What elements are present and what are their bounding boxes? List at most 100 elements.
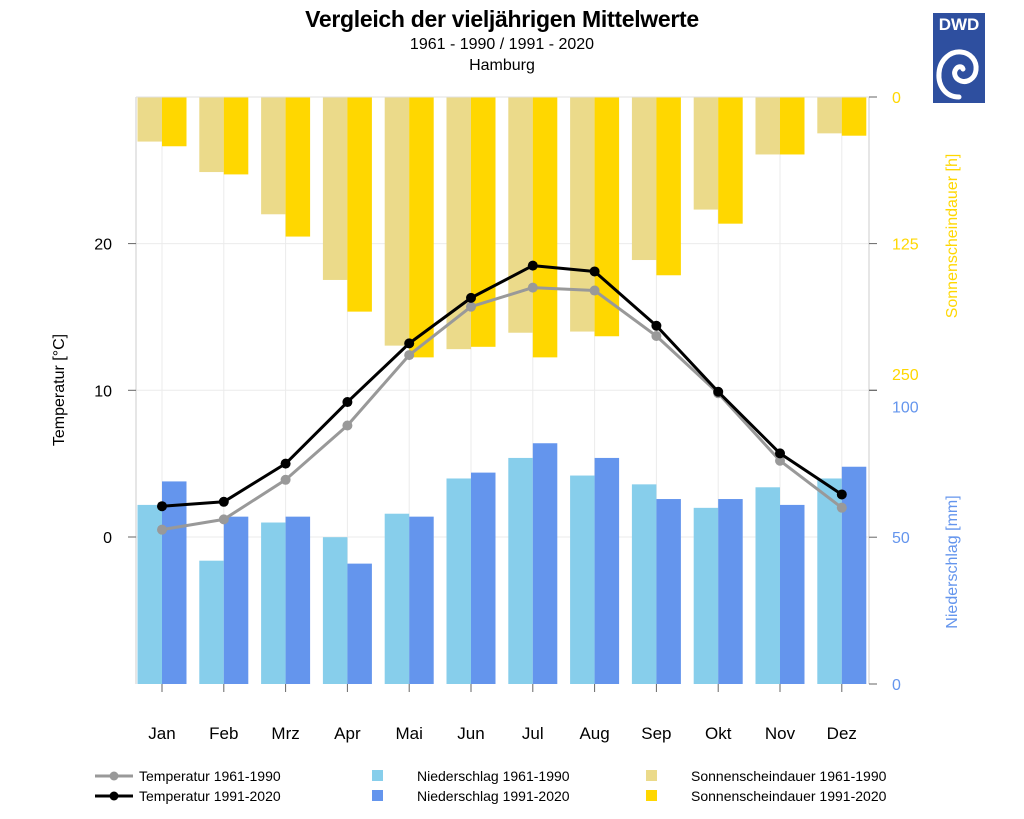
legend-label: Niederschlag 1961-1990	[417, 768, 570, 784]
precipitation-bar-1961-1990	[817, 478, 842, 684]
legend-swatch-icon	[372, 790, 383, 801]
legend-label: Temperatur 1961-1990	[139, 768, 281, 784]
legend-swatch-icon	[372, 770, 383, 781]
precipitation-bar-1991-2020	[656, 499, 681, 684]
sunshine-bar-1961-1990	[693, 97, 719, 210]
precipitation-bar-1991-2020	[718, 499, 743, 684]
precipitation-axis-label: Niederschlag [mm]	[944, 495, 961, 628]
sunshine-bar-1991-2020	[718, 97, 743, 224]
temperature-point-1991-2020	[218, 496, 229, 507]
legend-marker-icon	[109, 791, 119, 801]
precipitation-bar-1991-2020	[780, 504, 805, 684]
sunshine-bar-1961-1990	[631, 97, 657, 261]
x-tick-label: Jul	[522, 724, 544, 743]
temperature-point-1961-1990	[527, 282, 538, 293]
precipitation-bar-1991-2020	[532, 443, 558, 684]
sunshine-bar-1991-2020	[594, 97, 620, 337]
sunshine-bar-1991-2020	[162, 97, 187, 147]
temperature-point-1991-2020	[404, 338, 415, 349]
temperature-line-1961-1990	[161, 286, 843, 532]
sunshine-bar-1991-2020	[223, 97, 249, 175]
precipitation-bar-1961-1990	[199, 560, 224, 684]
temperature-point-1991-2020	[651, 320, 662, 331]
precipitation-bar-1991-2020	[347, 563, 372, 684]
x-tick-label: Jan	[148, 724, 175, 743]
temperature-line-1991-2020	[161, 264, 843, 508]
swirl-icon	[936, 49, 979, 100]
precipitation-bar-1961-1990	[322, 537, 348, 684]
precipitation-bar-1991-2020	[223, 516, 249, 684]
temperature-tick-label: 0	[103, 530, 112, 547]
sunshine-bar-1961-1990	[199, 97, 224, 173]
legend-label: Sonnenscheindauer 1961-1990	[691, 768, 887, 784]
sunshine-tick-label: 125	[892, 237, 919, 254]
dwd-logo: DWD	[933, 13, 985, 103]
x-tick-label: Jun	[457, 724, 484, 743]
temperature-point-1961-1990	[466, 301, 476, 312]
sunshine-bar-1961-1990	[137, 97, 162, 142]
legend-label: Sonnenscheindauer 1991-2020	[691, 788, 887, 804]
legend-swatch-icon	[646, 790, 657, 801]
precipitation-bar-1991-2020	[841, 466, 867, 684]
temperature-point-1991-2020	[589, 266, 600, 277]
temperature-point-1961-1990	[218, 514, 229, 525]
legend-label: Niederschlag 1991-2020	[417, 788, 570, 804]
chart-title: Vergleich der vieljährigen Mittelwerte	[305, 6, 699, 32]
temperature-point-1991-2020	[466, 292, 476, 303]
precipitation-bar-1961-1990	[693, 507, 719, 684]
precipitation-bar-1991-2020	[471, 472, 496, 684]
sunshine-tick-label: 0	[892, 90, 901, 107]
temperature-point-1961-1990	[342, 420, 353, 431]
x-tick-label: Nov	[765, 724, 796, 743]
x-tick-label: Mrz	[271, 724, 299, 743]
x-tick-label: Okt	[705, 724, 732, 743]
chart-location: Hamburg	[469, 57, 535, 74]
precipitation-bar-1961-1990	[755, 487, 780, 684]
sunshine-bar-1961-1990	[322, 97, 348, 280]
temperature-point-1961-1990	[775, 455, 785, 466]
legend-swatch-icon	[646, 770, 657, 781]
sunshine-bar-1961-1990	[508, 97, 533, 333]
temperature-point-1991-2020	[527, 260, 538, 271]
temperature-axis-label: Temperatur [°C]	[51, 334, 68, 446]
sunshine-bar-1961-1990	[384, 97, 410, 346]
precipitation-bar-1991-2020	[409, 516, 434, 684]
precipitation-bar-1961-1990	[631, 484, 657, 684]
sunshine-bar-1991-2020	[347, 97, 372, 312]
sunshine-bar-1961-1990	[261, 97, 286, 215]
temperature-point-1991-2020	[280, 458, 291, 469]
x-tick-label: Mai	[395, 724, 422, 743]
temperature-point-1991-2020	[836, 489, 847, 500]
temperature-point-1991-2020	[775, 448, 785, 459]
x-tick-label: Feb	[209, 724, 238, 743]
sunshine-bar-1991-2020	[841, 97, 867, 136]
sunshine-tick-label: 250	[892, 367, 919, 384]
temperature-point-1991-2020	[713, 386, 724, 397]
x-tick-label: Apr	[334, 724, 361, 743]
sunshine-bar-1991-2020	[656, 97, 681, 276]
sunshine-bar-1961-1990	[755, 97, 780, 155]
temperature-point-1961-1990	[404, 350, 415, 361]
temperature-point-1991-2020	[157, 501, 167, 512]
temperature-point-1961-1990	[836, 502, 847, 513]
legend-marker-icon	[109, 771, 119, 781]
precipitation-tick-label: 50	[892, 530, 910, 547]
sunshine-bar-1991-2020	[532, 97, 558, 358]
x-tick-label: Sep	[641, 724, 671, 743]
precipitation-bar-1961-1990	[508, 457, 533, 684]
temperature-point-1961-1990	[280, 474, 291, 485]
sunshine-axis-label: Sonnenscheindauer [h]	[944, 154, 961, 319]
legend-label: Temperatur 1991-2020	[139, 788, 281, 804]
precipitation-bar-1991-2020	[162, 481, 187, 684]
temperature-tick-label: 20	[94, 237, 112, 254]
precipitation-bar-1961-1990	[446, 478, 471, 684]
sunshine-bar-1961-1990	[817, 97, 842, 134]
precipitation-tick-label: 100	[892, 399, 919, 416]
sunshine-bar-1991-2020	[285, 97, 311, 237]
temperature-tick-label: 10	[94, 383, 112, 400]
x-tick-label: Dez	[827, 724, 857, 743]
precipitation-bar-1961-1990	[384, 513, 410, 684]
temperature-point-1961-1990	[651, 331, 662, 342]
precipitation-bar-1961-1990	[570, 475, 595, 684]
